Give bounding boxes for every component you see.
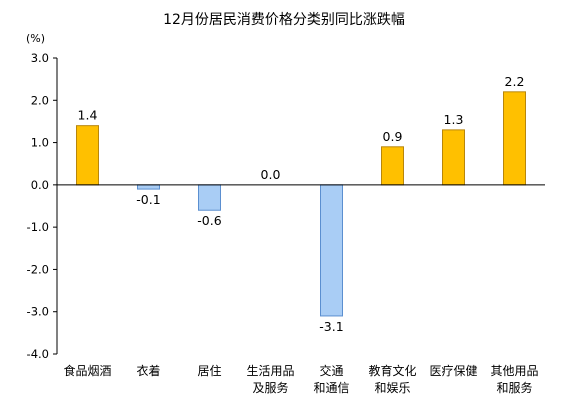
y-tick-label: 2.0 <box>31 93 49 107</box>
bar <box>137 184 160 190</box>
category-label: 及服务 <box>252 380 288 395</box>
bar <box>503 91 526 186</box>
category-label: 和通信 <box>313 381 349 395</box>
data-label: -3.1 <box>319 319 343 334</box>
data-label: 1.4 <box>78 108 98 123</box>
category-label: 衣着 <box>136 363 160 378</box>
chart-title: 12月份居民消费价格分类别同比涨跌幅 <box>163 12 405 28</box>
data-label: -0.6 <box>197 213 221 228</box>
bar <box>381 146 404 186</box>
plot-area: 3.0 2.0 1.0 0.0 -1.0 -2.0 -3.0 -4.0 1.4 -0.1 -0.6 0… <box>27 51 545 395</box>
bar <box>442 129 465 186</box>
category-label: 和服务 <box>496 380 532 395</box>
y-tick-label: -4.0 <box>27 347 49 361</box>
category-label: 生活用品 <box>246 364 294 378</box>
data-label: 0.0 <box>261 167 281 182</box>
y-unit-label: (%) <box>26 32 45 45</box>
category-label: 食品烟酒 <box>63 363 111 378</box>
bar <box>76 125 99 186</box>
data-label: 1.3 <box>444 112 464 127</box>
y-tick-label: -1.0 <box>27 220 49 234</box>
data-label: 0.9 <box>383 129 403 144</box>
y-tick-label: 3.0 <box>31 51 49 65</box>
category-label: 医疗保健 <box>429 364 477 378</box>
category-label: 和娱乐 <box>374 381 410 395</box>
category-label: 其他用品 <box>490 364 538 378</box>
category-label: 居住 <box>197 364 221 378</box>
data-label: -0.1 <box>136 192 160 207</box>
bar <box>320 184 343 317</box>
y-tick-label: 0.0 <box>31 178 49 192</box>
bar <box>198 184 221 211</box>
y-tick-label: 1.0 <box>31 136 49 150</box>
y-tick-label: -3.0 <box>27 305 49 319</box>
category-label: 交通 <box>319 363 343 378</box>
y-tick-label: -2.0 <box>27 262 49 276</box>
category-label: 教育文化 <box>368 363 416 378</box>
data-label: 2.2 <box>505 74 525 89</box>
